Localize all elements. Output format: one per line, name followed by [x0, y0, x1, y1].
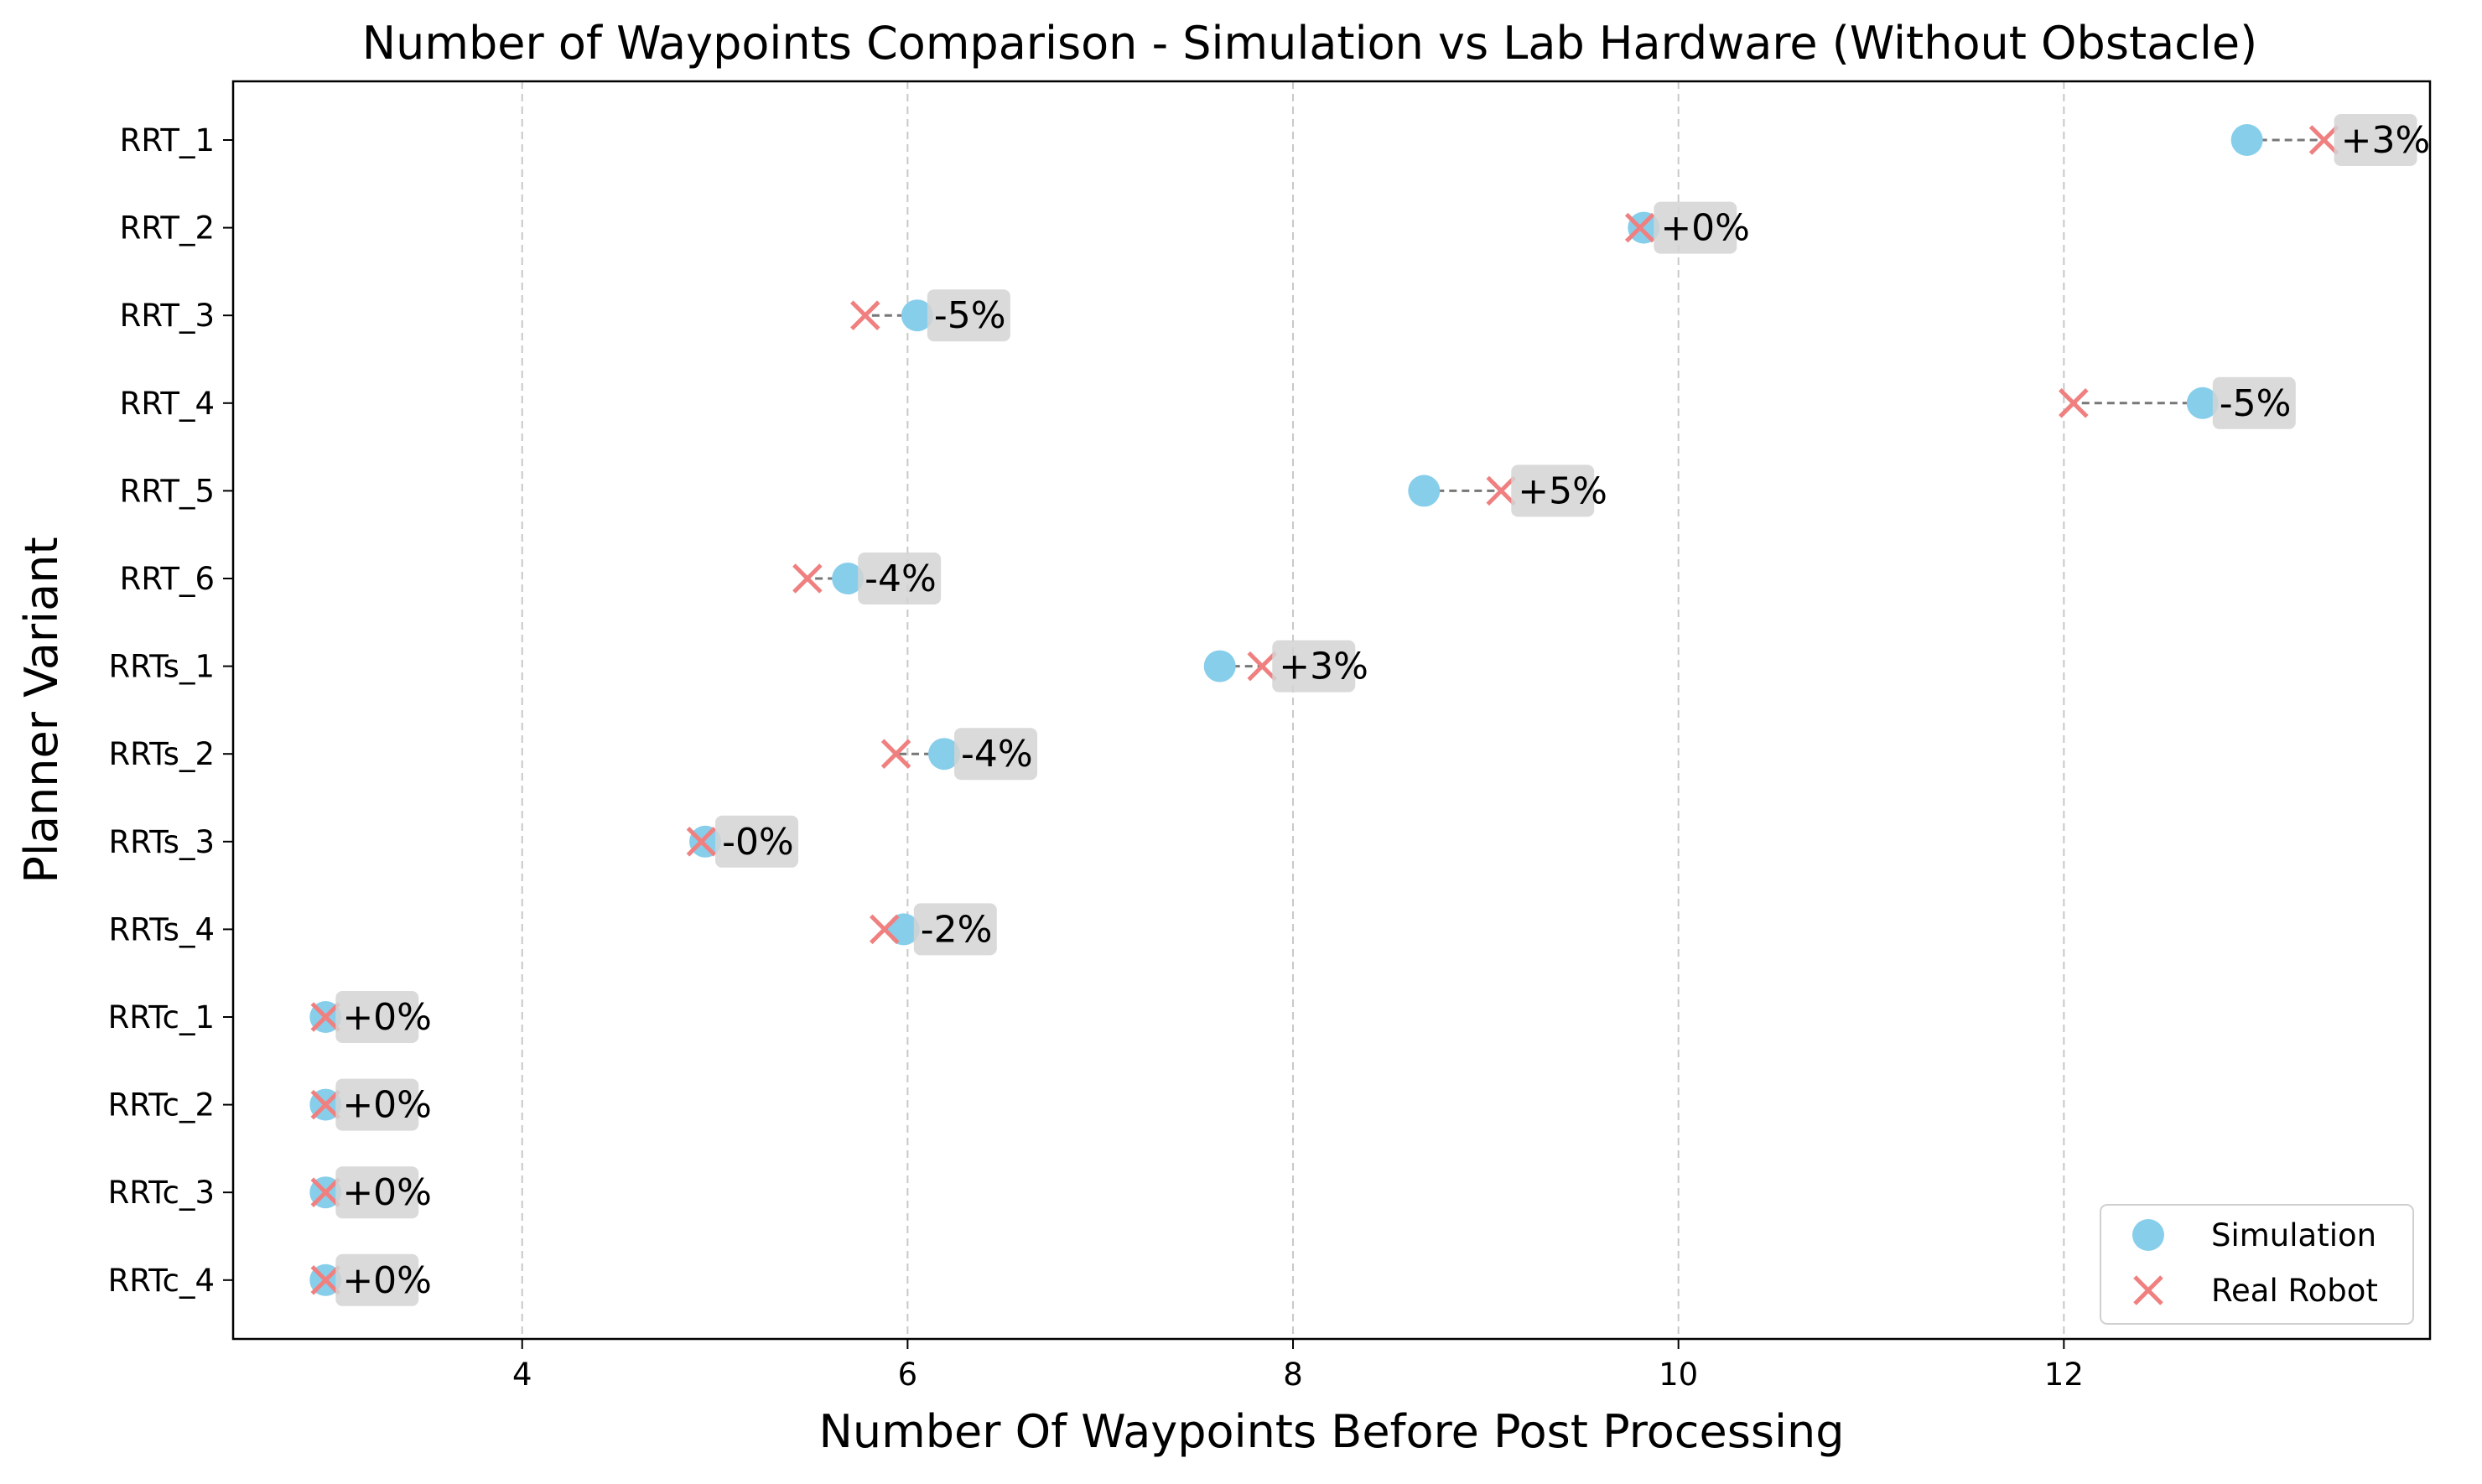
x-axis-label: Number Of Waypoints Before Post Processi… — [819, 1405, 1845, 1458]
x-tick-label: 6 — [898, 1357, 918, 1393]
real-robot-series — [310, 125, 2339, 1295]
annotation-box — [335, 1253, 419, 1306]
real-robot-point — [850, 300, 880, 330]
y-tick-label: RRTc_1 — [108, 999, 215, 1035]
percent-annotation: +3% — [1279, 646, 1368, 688]
x-tick-label: 10 — [1659, 1357, 1698, 1393]
percent-annotation: +5% — [1518, 470, 1607, 512]
real-robot-point — [310, 1002, 341, 1032]
simulation-point — [901, 299, 933, 332]
y-tick-label: RRTs_4 — [108, 911, 215, 947]
y-tick-label: RRTs_1 — [108, 649, 215, 685]
real-robot-point — [1247, 651, 1278, 682]
percent-annotation: -4% — [961, 733, 1033, 776]
annotation-box — [927, 289, 1010, 342]
annotation-box — [715, 815, 799, 868]
simulation-point — [1408, 475, 1441, 507]
real-robot-point — [310, 1177, 341, 1207]
simulation-point — [2186, 387, 2219, 419]
annotation-box — [858, 553, 942, 604]
y-tick-label: RRT_1 — [120, 122, 215, 158]
annotation-box — [335, 1166, 419, 1219]
real-robot-point — [1624, 212, 1655, 243]
percent-annotation: +3% — [2341, 119, 2431, 162]
legend-frame — [2100, 1204, 2414, 1325]
percent-annotation: -0% — [722, 821, 794, 864]
percent-annotation: +0% — [342, 996, 432, 1039]
y-tick-label: RRT_5 — [120, 473, 215, 509]
percent-annotation: +0% — [342, 1259, 432, 1302]
connector-lines — [701, 138, 2324, 931]
simulation-point — [689, 825, 722, 858]
plot-frame — [231, 80, 2432, 1341]
legend: Simulation Real Robot — [2100, 1204, 2414, 1325]
y-tick-label: RRTs_2 — [108, 736, 215, 772]
percent-annotation: -5% — [934, 294, 1006, 337]
x-tick-label: 8 — [1283, 1357, 1303, 1393]
percent-annotation: -2% — [921, 908, 993, 951]
percent-annotations: +3% +0% -5% -5% +5% -4% +3% -4% -0% -2% +0% +0% +0% +… — [335, 114, 2430, 1306]
y-tick-label: RRT_6 — [120, 561, 215, 597]
real-robot-point — [686, 827, 717, 857]
annotation-box — [2334, 114, 2417, 166]
simulation-point — [1203, 650, 1236, 682]
percent-annotation: -4% — [865, 558, 937, 600]
real-robot-point — [2308, 125, 2339, 155]
legend-simulation-label: Simulation — [2211, 1217, 2376, 1253]
y-axis-ticks: RRT_1 RRT_2 RRT_3 RRT_4 RRT_5 RRT_6 RRTs_1 RRTs… — [108, 122, 233, 1299]
annotation-box — [913, 903, 997, 956]
simulation-point — [832, 563, 865, 594]
real-robot-point — [870, 914, 900, 945]
real-robot-point — [1486, 475, 1517, 506]
real-robot-point — [792, 563, 823, 594]
y-tick-label: RRTc_4 — [108, 1263, 215, 1299]
simulation-series — [309, 124, 2263, 1296]
annotation-box — [2212, 376, 2296, 429]
legend-real-robot-marker — [2133, 1275, 2163, 1305]
real-robot-point — [310, 1265, 341, 1295]
simulation-point — [928, 738, 961, 771]
y-tick-label: RRTc_2 — [108, 1087, 215, 1123]
y-tick-label: RRTc_3 — [108, 1175, 215, 1211]
chart-title: Number of Waypoints Comparison - Simulat… — [362, 17, 2257, 70]
simulation-point — [887, 913, 920, 946]
legend-simulation-marker — [2132, 1219, 2164, 1251]
annotation-box — [335, 991, 419, 1043]
y-axis-label: Planner Variant — [15, 537, 68, 883]
simulation-point — [1628, 211, 1660, 244]
real-robot-point — [310, 1089, 341, 1120]
y-tick-label: RRT_3 — [120, 298, 215, 334]
x-tick-label: 12 — [2044, 1357, 2084, 1393]
legend-real-robot-label: Real Robot — [2211, 1273, 2378, 1309]
y-tick-label: RRT_2 — [120, 210, 215, 246]
annotation-box — [1272, 640, 1356, 693]
y-tick-label: RRTs_3 — [108, 824, 215, 860]
simulation-point — [2230, 124, 2263, 156]
real-robot-point — [2059, 388, 2089, 418]
x-tick-label: 4 — [512, 1357, 532, 1393]
annotation-box — [335, 1078, 419, 1131]
annotation-box — [954, 728, 1038, 781]
real-robot-point — [880, 739, 911, 769]
percent-annotation: -5% — [2220, 382, 2292, 425]
annotation-box — [1654, 201, 1737, 254]
y-tick-label: RRT_4 — [120, 386, 215, 422]
annotation-box — [1511, 464, 1595, 517]
percent-annotation: +0% — [342, 1084, 432, 1127]
percent-annotation: +0% — [1660, 207, 1750, 250]
percent-annotation: +0% — [342, 1171, 432, 1214]
grid-lines — [521, 81, 2065, 1339]
x-axis-ticks: 4 6 8 10 12 — [512, 1339, 2084, 1393]
